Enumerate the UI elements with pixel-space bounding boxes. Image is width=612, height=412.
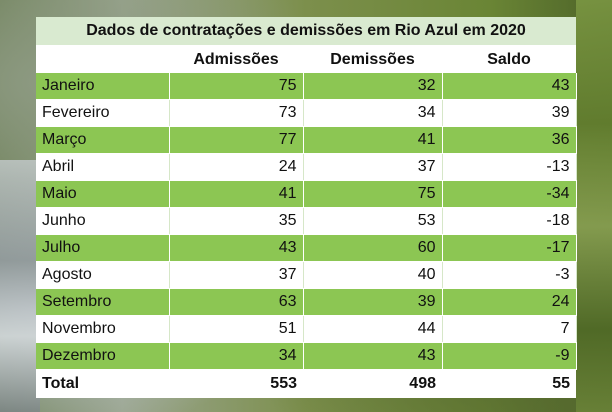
row-month: Janeiro [36,73,170,100]
table-row: Setembro 63 39 24 [36,288,577,316]
row-month: Dezembro [36,342,170,370]
row-saldo: -34 [442,180,577,208]
table-row: Maio 41 75 -34 [36,180,577,208]
row-month: Fevereiro [36,99,170,127]
table-row: Julho 43 60 -17 [36,234,577,262]
row-month: Maio [36,180,170,208]
row-month: Junho [36,207,170,235]
table-title: Dados de contratações e demissões em Rio… [36,17,577,46]
row-saldo: -18 [442,207,577,235]
row-demissoes: 75 [303,180,443,208]
row-admissoes: 37 [169,261,304,289]
row-demissoes: 32 [303,73,443,100]
row-admissoes: 73 [169,99,304,127]
row-admissoes: 35 [169,207,304,235]
row-admissoes: 24 [169,153,304,181]
total-admissoes: 553 [169,369,303,398]
total-label: Total [36,369,169,398]
row-admissoes: 41 [169,180,304,208]
row-month: Novembro [36,315,170,343]
row-demissoes: 41 [303,126,443,154]
table-row: Fevereiro 73 34 39 [36,99,577,127]
row-month: Março [36,126,170,154]
row-saldo: -3 [442,261,577,289]
background-waterfall-rocks [0,160,40,412]
table-header-row: Admissões Demissões Saldo [36,45,577,73]
table-title-row: Dados de contratações e demissões em Rio… [36,17,577,46]
row-saldo: -17 [442,234,577,262]
row-saldo: 39 [442,99,577,127]
row-admissoes: 63 [169,288,304,316]
table-row: Agosto 37 40 -3 [36,261,577,289]
row-admissoes: 77 [169,126,304,154]
hiring-table: Dados de contratações e demissões em Rio… [36,17,577,398]
row-demissoes: 40 [303,261,443,289]
data-table-container: Dados de contratações e demissões em Rio… [36,17,577,398]
table-row: Novembro 51 44 7 [36,315,577,343]
row-month: Abril [36,153,170,181]
background-foliage [576,0,612,412]
row-saldo: 36 [442,126,577,154]
row-admissoes: 75 [169,73,304,100]
row-demissoes: 34 [303,99,443,127]
total-demissoes: 498 [303,369,442,398]
row-demissoes: 37 [303,153,443,181]
row-saldo: 43 [442,73,577,100]
table-total-row: Total 553 498 55 [36,369,577,398]
row-demissoes: 39 [303,288,443,316]
row-month: Agosto [36,261,170,289]
row-saldo: 24 [442,288,577,316]
header-admissoes: Admissões [169,45,303,73]
table-row: Dezembro 34 43 -9 [36,342,577,370]
row-month: Julho [36,234,170,262]
row-saldo: 7 [442,315,577,343]
row-admissoes: 51 [169,315,304,343]
table-row: Abril 24 37 -13 [36,153,577,181]
row-admissoes: 34 [169,342,304,370]
row-saldo: -13 [442,153,577,181]
row-demissoes: 44 [303,315,443,343]
table-row: Junho 35 53 -18 [36,207,577,235]
header-saldo: Saldo [442,45,577,73]
row-month: Setembro [36,288,170,316]
row-demissoes: 60 [303,234,443,262]
row-saldo: -9 [442,342,577,370]
total-saldo: 55 [442,369,577,398]
header-month [36,45,169,73]
row-demissoes: 43 [303,342,443,370]
header-demissoes: Demissões [303,45,442,73]
row-demissoes: 53 [303,207,443,235]
table-row: Janeiro 75 32 43 [36,73,577,100]
table-row: Março 77 41 36 [36,126,577,154]
row-admissoes: 43 [169,234,304,262]
